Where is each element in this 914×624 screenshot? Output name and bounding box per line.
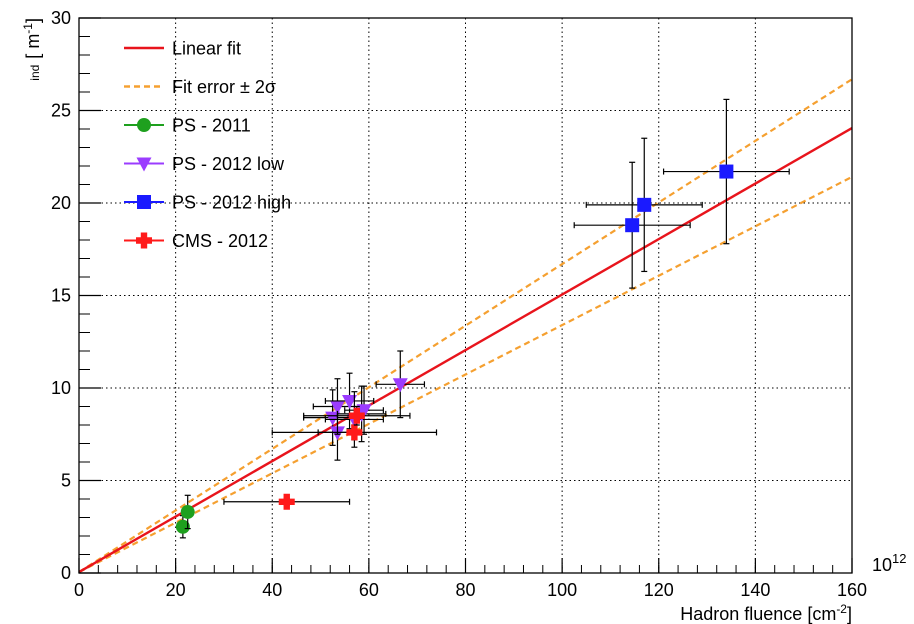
x-tick-label: 140 — [740, 580, 770, 600]
y-tick-label: 25 — [51, 101, 71, 121]
x-tick-label: 80 — [455, 580, 475, 600]
data-point — [392, 378, 408, 393]
y-axis-label-close: ] — [23, 18, 43, 23]
x-tick-label: 0 — [74, 580, 84, 600]
y-axis-label-main: [ m — [23, 34, 43, 59]
svg-text:ind[ m-1]: ind [ m-1] — [21, 18, 43, 81]
data-point — [625, 218, 640, 233]
data-point — [348, 407, 365, 424]
x-tick-label: 100 — [547, 580, 577, 600]
y-axis-label-sub: ind — [28, 65, 42, 81]
fit-error-upper-line — [78, 78, 853, 574]
legend-ps2012low: PS - 2012 low — [124, 154, 285, 174]
x-axis-multiplier: 1012 — [872, 551, 907, 575]
x-tick-label: 160 — [837, 580, 867, 600]
legend-cms2012: CMS - 2012 — [124, 231, 268, 251]
y-tick-label: 20 — [51, 193, 71, 213]
legend-ps2012high: PS - 2012 high — [124, 193, 291, 213]
series-ps2012high — [573, 98, 790, 289]
series-ps2011 — [175, 494, 195, 539]
legend-label: PS - 2012 high — [172, 193, 291, 213]
y-tick-label: 5 — [61, 471, 71, 491]
x-tick-label: 120 — [644, 580, 674, 600]
series-cms2012 — [223, 405, 438, 510]
x-axis-label-close: ] — [847, 604, 852, 624]
data-point — [175, 519, 190, 534]
y-tick-label: 10 — [51, 378, 71, 398]
data-point — [719, 164, 734, 179]
x-axis-multiplier-exp: 12 — [892, 551, 906, 566]
y-axis-label-sup: -1 — [21, 23, 35, 34]
fit-error-lower-line — [78, 175, 853, 574]
data-point — [346, 424, 363, 441]
legend-label: PS - 2012 low — [172, 154, 285, 174]
axes: 0 20 40 60 80 100 120 140 160 0 5 10 15 20 25 30 — [51, 8, 867, 600]
legend-fit-error: Fit error ± 2σ — [124, 77, 276, 97]
legend-marker-swatch — [136, 232, 152, 249]
y-axis-label: ind [ m-1] — [21, 18, 43, 81]
legend-label: Fit error ± 2σ — [172, 77, 276, 97]
fit-lines — [78, 78, 853, 574]
x-tick-label: 60 — [359, 580, 379, 600]
legend: Linear fit Fit error ± 2σ PS - 2011 PS - 20… — [124, 39, 291, 251]
legend-label: CMS - 2012 — [172, 231, 268, 251]
x-axis-multiplier-base: 10 — [872, 555, 892, 575]
data-point — [342, 394, 358, 409]
x-tick-label: 40 — [262, 580, 282, 600]
legend-ps2011: PS - 2011 — [124, 116, 251, 136]
linear-fit-line — [78, 127, 853, 574]
y-tick-label: 0 — [61, 563, 71, 583]
legend-marker-swatch — [136, 157, 152, 172]
data-points — [175, 98, 790, 539]
data-point — [180, 504, 195, 519]
legend-marker-swatch — [137, 195, 151, 209]
data-point — [329, 400, 345, 415]
data-point — [356, 404, 372, 419]
legend-label: PS - 2011 — [172, 116, 251, 136]
x-tick-label: 20 — [166, 580, 186, 600]
legend-marker-swatch — [137, 118, 151, 132]
data-point — [325, 411, 341, 426]
legend-label: Linear fit — [172, 39, 241, 59]
y-tick-label: 15 — [51, 286, 71, 306]
y-tick-label: 30 — [51, 8, 71, 28]
x-axis-label: Hadron fluence [cm-2] — [680, 602, 852, 624]
x-axis-label-main: Hadron fluence [cm — [680, 604, 836, 624]
x-axis-label-sup: -2 — [836, 602, 847, 616]
data-point — [278, 493, 295, 510]
data-point — [637, 197, 652, 212]
legend-linear-fit: Linear fit — [124, 39, 241, 59]
